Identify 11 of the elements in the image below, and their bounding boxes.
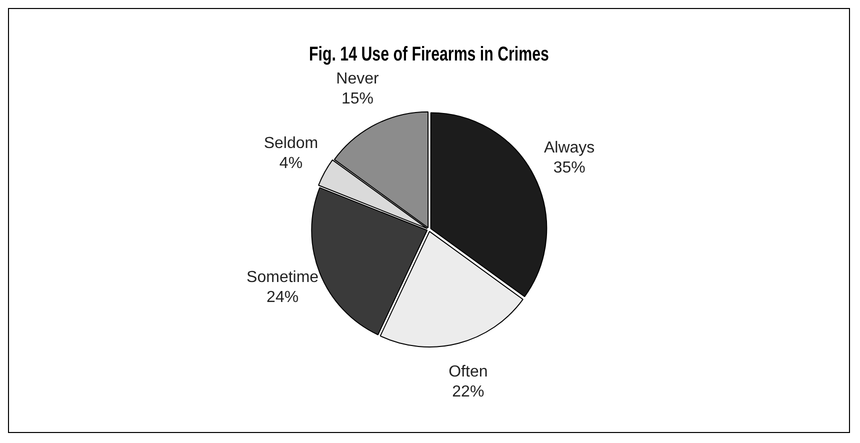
slice-label: Seldom	[264, 135, 318, 152]
data-label: 4%	[279, 155, 303, 172]
slice-label: Always	[544, 139, 595, 156]
slice-label: Sometime	[246, 268, 319, 286]
chart-title: Fig. 14 Use of Firearms in Crimes	[309, 42, 550, 66]
data-label: 15%	[341, 90, 374, 108]
slice-label: Often	[448, 363, 488, 380]
data-label: 22%	[452, 383, 484, 400]
data-label: 24%	[266, 288, 299, 306]
data-label: 35%	[553, 159, 586, 176]
slice-label: Never	[336, 70, 380, 88]
